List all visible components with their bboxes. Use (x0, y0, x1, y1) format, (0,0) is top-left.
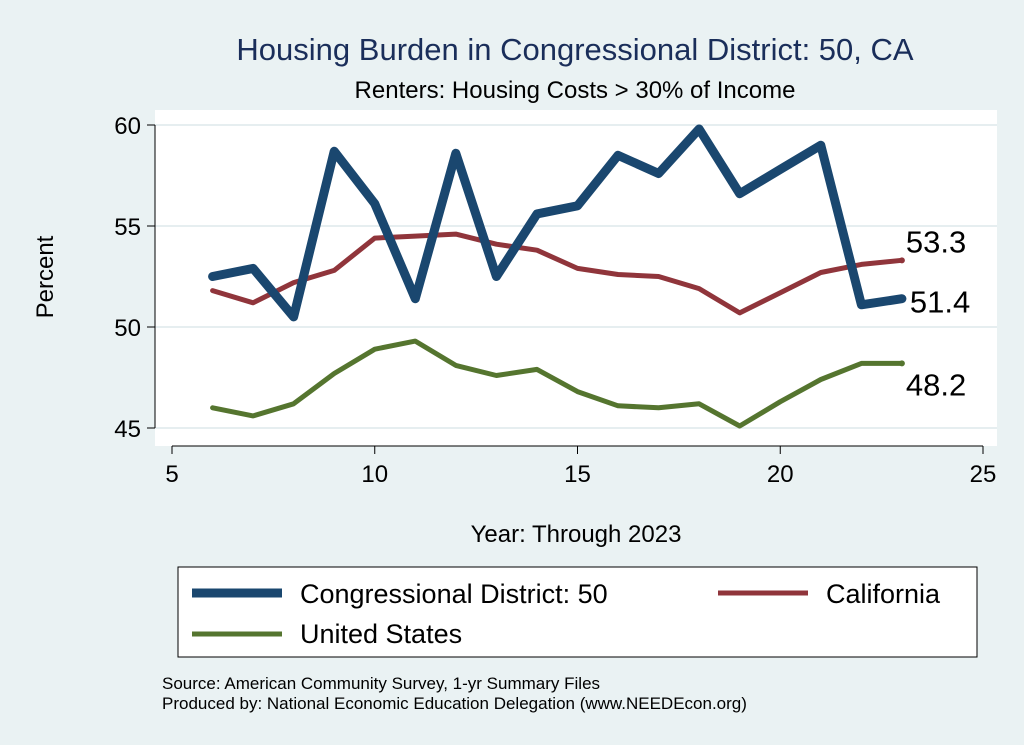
legend-box (177, 566, 978, 658)
x-tick-label-10: 10 (361, 461, 388, 488)
series-endpoint-district (898, 295, 905, 302)
series-endpoint-california (898, 257, 905, 264)
legend: Congressional District: 50 California Un… (177, 566, 978, 658)
x-axis-title: Year: Through 2023 (471, 521, 682, 548)
y-tick-label-55: 55 (114, 214, 141, 241)
chart-title: Housing Burden in Congressional District… (236, 32, 913, 67)
legend-label-district: Congressional District: 50 (300, 579, 608, 609)
series-line-district (208, 124, 907, 322)
x-tick-label-5: 5 (165, 461, 178, 488)
chart-subtitle: Renters: Housing Costs > 30% of Income (355, 77, 796, 104)
x-tick-label-20: 20 (767, 461, 794, 488)
x-tick-label-15: 15 (564, 461, 591, 488)
legend-label-california: California (826, 579, 941, 609)
axes: 45 50 55 60 5 10 15 20 25 (114, 113, 996, 488)
y-tick-label-45: 45 (114, 416, 141, 443)
y-tick-label-60: 60 (114, 113, 141, 140)
x-tick-label-25: 25 (970, 461, 997, 488)
series-line-california (210, 231, 905, 316)
end-labels: 48.2 53.3 51.4 (906, 224, 970, 402)
plot-area (155, 110, 997, 446)
series-line-us (210, 338, 905, 429)
source-line: Source: American Community Survey, 1-yr … (162, 674, 600, 693)
end-label-us: 48.2 (906, 367, 966, 402)
series-endpoint-us (898, 360, 905, 367)
produced-by-line: Produced by: National Economic Education… (162, 694, 747, 713)
series-layer (208, 124, 907, 429)
y-tick-label-50: 50 (114, 315, 141, 342)
y-axis-title: Percent (32, 235, 59, 318)
legend-label-us: United States (300, 619, 462, 649)
end-label-district: 51.4 (910, 285, 970, 320)
end-label-california: 53.3 (906, 224, 966, 259)
grid (155, 124, 997, 429)
